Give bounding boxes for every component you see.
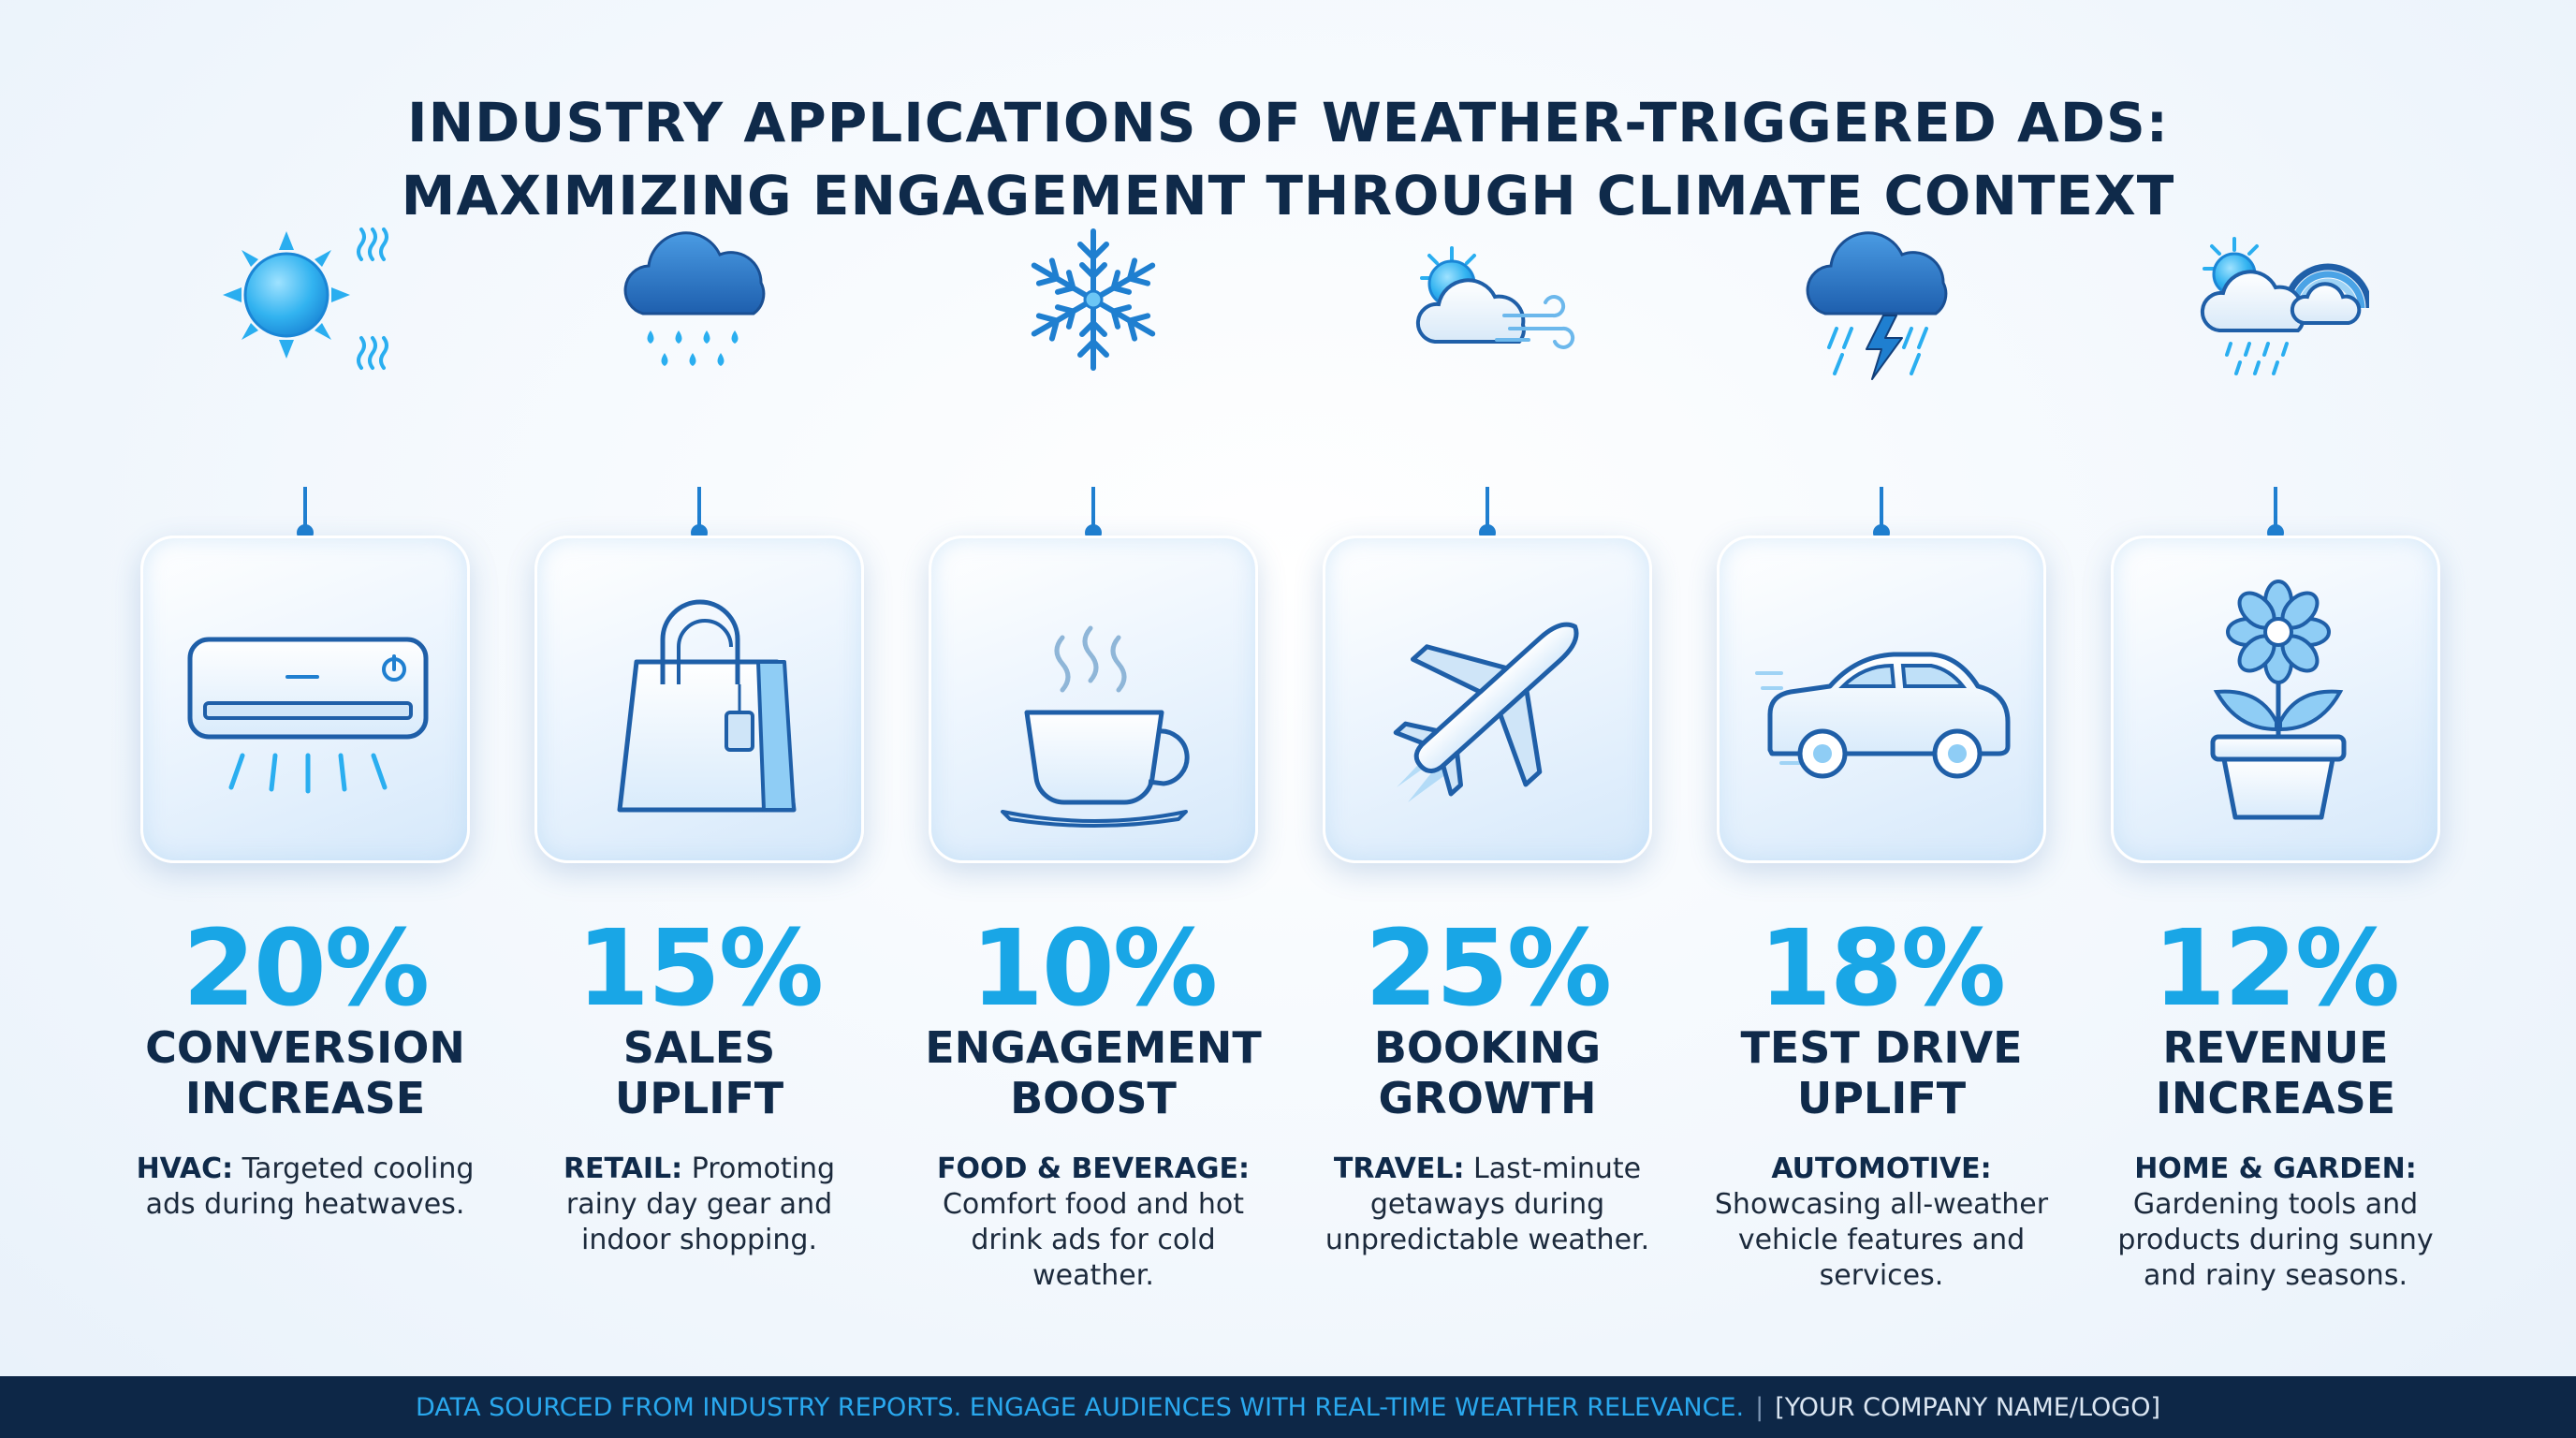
desc-line-2: getaways during (1369, 1188, 1605, 1221)
stat-label-line-2: INCREASE (2155, 1073, 2396, 1123)
stat-label: REVENUE INCREASE (2079, 1022, 2472, 1123)
industry-description: HOME & GARDEN: Gardening tools and produ… (2079, 1152, 2472, 1294)
connector-line (303, 487, 307, 534)
connector-line (2274, 487, 2277, 534)
industry-description: TRAVEL: Last-minute getaways during unpr… (1291, 1152, 1684, 1258)
desc-line-1: Last-minute (1464, 1152, 1642, 1185)
industry-column-travel: 25% BOOKING GROWTH TRAVEL: Last-minute g… (1291, 0, 1684, 1376)
stat-label: SALES UPLIFT (503, 1022, 896, 1123)
infographic-title: INDUSTRY APPLICATIONS OF WEATHER-TRIGGER… (0, 86, 2576, 232)
industry-card (2111, 536, 2440, 863)
desc-line-2: Showcasing all-weather (1714, 1188, 2049, 1221)
hot-drink-cup-icon (965, 572, 1227, 834)
connector-line (697, 487, 701, 534)
footer-separator: | (1755, 1392, 1764, 1422)
title-line-1: INDUSTRY APPLICATIONS OF WEATHER-TRIGGER… (406, 91, 2169, 154)
industry-column-food-beverage: 10% ENGAGEMENT BOOST FOOD & BEVERAGE: Co… (897, 0, 1290, 1376)
industry-card (534, 536, 864, 863)
desc-line-4: services. (1819, 1259, 1944, 1292)
industry-name: AUTOMOTIVE: (1771, 1152, 1992, 1185)
connector-line (1091, 487, 1095, 534)
industry-column-home-garden: 12% REVENUE INCREASE HOME & GARDEN: Gard… (2079, 0, 2472, 1376)
industry-card (1323, 536, 1652, 863)
snowflake-icon (1000, 211, 1187, 389)
desc-line-4: weather. (1032, 1259, 1154, 1292)
connector-line (1486, 487, 1489, 534)
industry-description: FOOD & BEVERAGE: Comfort food and hot dr… (897, 1152, 1290, 1294)
stat-label-line-1: SALES (622, 1022, 776, 1073)
industry-name: HVAC: (136, 1152, 234, 1185)
stat-label-line-2: GROWTH (1378, 1073, 1597, 1123)
desc-line-2: Gardening tools and (2132, 1188, 2419, 1221)
stat-label: TEST DRIVE UPLIFT (1685, 1022, 2078, 1123)
industry-name: FOOD & BEVERAGE: (937, 1152, 1250, 1185)
stat-label: BOOKING GROWTH (1291, 1022, 1684, 1123)
stat-label-line-1: REVENUE (2162, 1022, 2389, 1073)
footer-brand-placeholder: [YOUR COMPANY NAME/LOGO] (1775, 1392, 2160, 1422)
stat-label: ENGAGEMENT BOOST (897, 1022, 1290, 1123)
industry-description: RETAIL: Promoting rainy day gear and ind… (503, 1152, 896, 1258)
stat-label-line-2: UPLIFT (1796, 1073, 1967, 1123)
stat-percent: 15% (576, 908, 824, 1030)
stat-label-line-1: TEST DRIVE (1740, 1022, 2023, 1073)
industry-column-automotive: 18% TEST DRIVE UPLIFT AUTOMOTIVE: Showca… (1685, 0, 2078, 1376)
sun-cloud-wind-icon (1394, 211, 1581, 389)
industry-columns: 20% CONVERSION INCREASE HVAC: Targeted c… (109, 0, 2472, 1376)
potted-flower-icon (2147, 572, 2409, 834)
footer-bar: DATA SOURCED FROM INDUSTRY REPORTS. ENGA… (0, 1376, 2576, 1438)
industry-card (1717, 536, 2046, 863)
industry-description: HVAC: Targeted cooling ads during heatwa… (109, 1152, 502, 1223)
industry-column-hvac: 20% CONVERSION INCREASE HVAC: Targeted c… (109, 0, 502, 1376)
desc-line-3: vehicle features and (1737, 1224, 2026, 1256)
desc-line-2: rainy day gear and (565, 1188, 833, 1221)
rain-cloud-icon (606, 211, 793, 389)
desc-line-3: drink ads for cold (971, 1224, 1216, 1256)
stat-percent: 10% (970, 908, 1218, 1030)
footer-source-text: DATA SOURCED FROM INDUSTRY REPORTS. ENGA… (415, 1392, 1745, 1422)
desc-line-1: Targeted cooling (233, 1152, 475, 1185)
industry-description: AUTOMOTIVE: Showcasing all-weather vehic… (1685, 1152, 2078, 1294)
desc-line-4: and rainy seasons. (2144, 1259, 2408, 1292)
desc-line-3: unpredictable weather. (1325, 1224, 1650, 1256)
stat-label: CONVERSION INCREASE (109, 1022, 502, 1123)
stat-label-line-1: BOOKING (1373, 1022, 1602, 1073)
desc-line-3: indoor shopping. (581, 1224, 817, 1256)
thunderstorm-icon (1788, 211, 1975, 389)
air-conditioner-icon (177, 572, 439, 834)
sun-heat-icon (212, 211, 399, 389)
stat-label-line-2: INCREASE (184, 1073, 426, 1123)
stat-label-line-2: UPLIFT (614, 1073, 784, 1123)
industry-name: RETAIL: (563, 1152, 683, 1185)
car-icon (1753, 572, 2015, 834)
stat-percent: 20% (182, 908, 430, 1030)
industry-column-retail: 15% SALES UPLIFT RETAIL: Promoting rainy… (503, 0, 896, 1376)
stat-label-line-1: CONVERSION (145, 1022, 465, 1073)
industry-card (929, 536, 1258, 863)
sun-rain-rainbow-icon (2182, 211, 2369, 389)
desc-line-2: Comfort food and hot (942, 1188, 1245, 1221)
desc-line-3: products during sunny (2117, 1224, 2434, 1256)
stat-percent: 25% (1364, 908, 1612, 1030)
stat-percent: 18% (1758, 908, 2006, 1030)
airplane-icon (1359, 572, 1621, 834)
industry-name: TRAVEL: (1333, 1152, 1465, 1185)
desc-line-2: ads during heatwaves. (145, 1188, 465, 1221)
industry-card (140, 536, 470, 863)
stat-label-line-1: ENGAGEMENT (925, 1022, 1262, 1073)
stat-label-line-2: BOOST (1010, 1073, 1177, 1123)
desc-line-1: Promoting (682, 1152, 836, 1185)
title-line-2: MAXIMIZING ENGAGEMENT THROUGH CLIMATE CO… (401, 164, 2175, 227)
connector-line (1880, 487, 1883, 534)
stat-percent: 12% (2152, 908, 2400, 1030)
industry-name: HOME & GARDEN: (2134, 1152, 2417, 1185)
shopping-bag-icon (571, 572, 833, 834)
